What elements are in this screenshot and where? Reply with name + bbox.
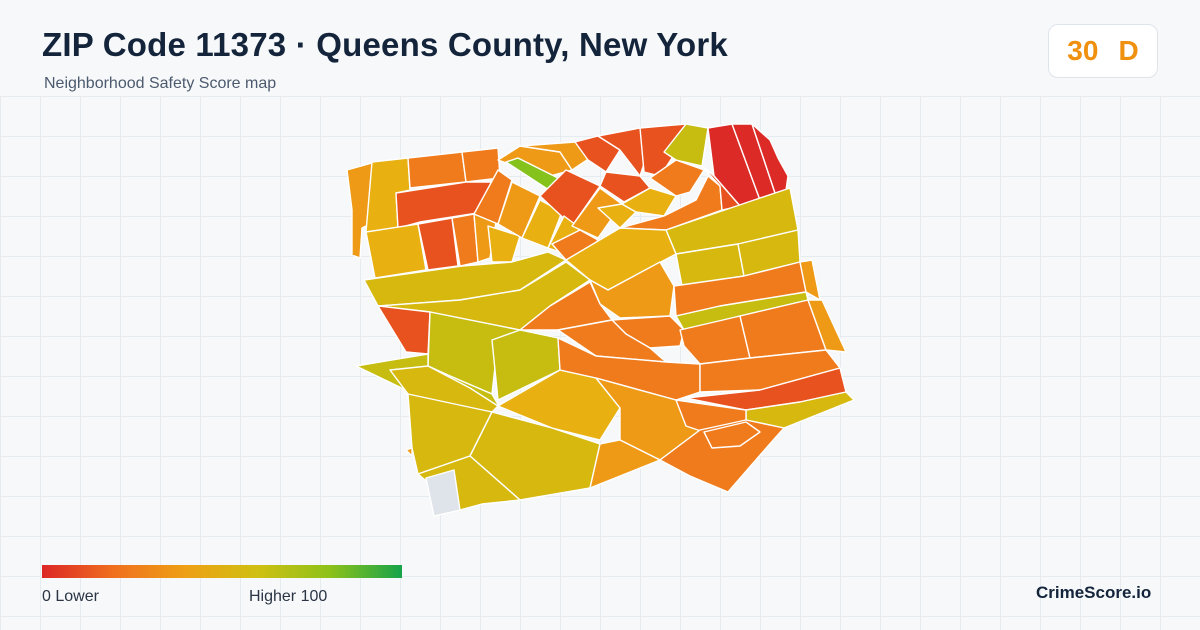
map-block[interactable] xyxy=(663,123,709,167)
page-subtitle: Neighborhood Safety Score map xyxy=(44,75,277,92)
map-block[interactable] xyxy=(589,261,675,319)
map-block[interactable] xyxy=(407,151,467,189)
score-badge: 30 D xyxy=(1048,24,1158,78)
map-block[interactable] xyxy=(621,187,677,217)
legend-high-label: Higher 100 xyxy=(249,588,328,605)
map-block[interactable] xyxy=(377,305,431,355)
map-block[interactable] xyxy=(649,159,705,197)
map-block[interactable] xyxy=(574,135,621,173)
map-block[interactable] xyxy=(405,447,413,457)
map-block[interactable] xyxy=(589,439,661,489)
safety-score-value: 30 xyxy=(1067,35,1099,66)
safety-legend-gradient xyxy=(42,565,402,578)
map-block[interactable] xyxy=(807,299,847,353)
map-block[interactable] xyxy=(425,469,461,517)
page-title: ZIP Code 11373 · Queens County, New York xyxy=(42,26,728,63)
map-block[interactable] xyxy=(659,419,785,493)
map-block[interactable] xyxy=(703,421,761,449)
map-block[interactable] xyxy=(519,141,591,171)
header-background xyxy=(0,0,1200,96)
safety-grade: D xyxy=(1118,35,1139,66)
brand-logo-text: CrimeScore.io xyxy=(1036,583,1152,602)
map-block[interactable] xyxy=(473,169,513,225)
map-block[interactable] xyxy=(365,223,427,279)
legend-low-label: 0 Lower xyxy=(42,588,99,605)
